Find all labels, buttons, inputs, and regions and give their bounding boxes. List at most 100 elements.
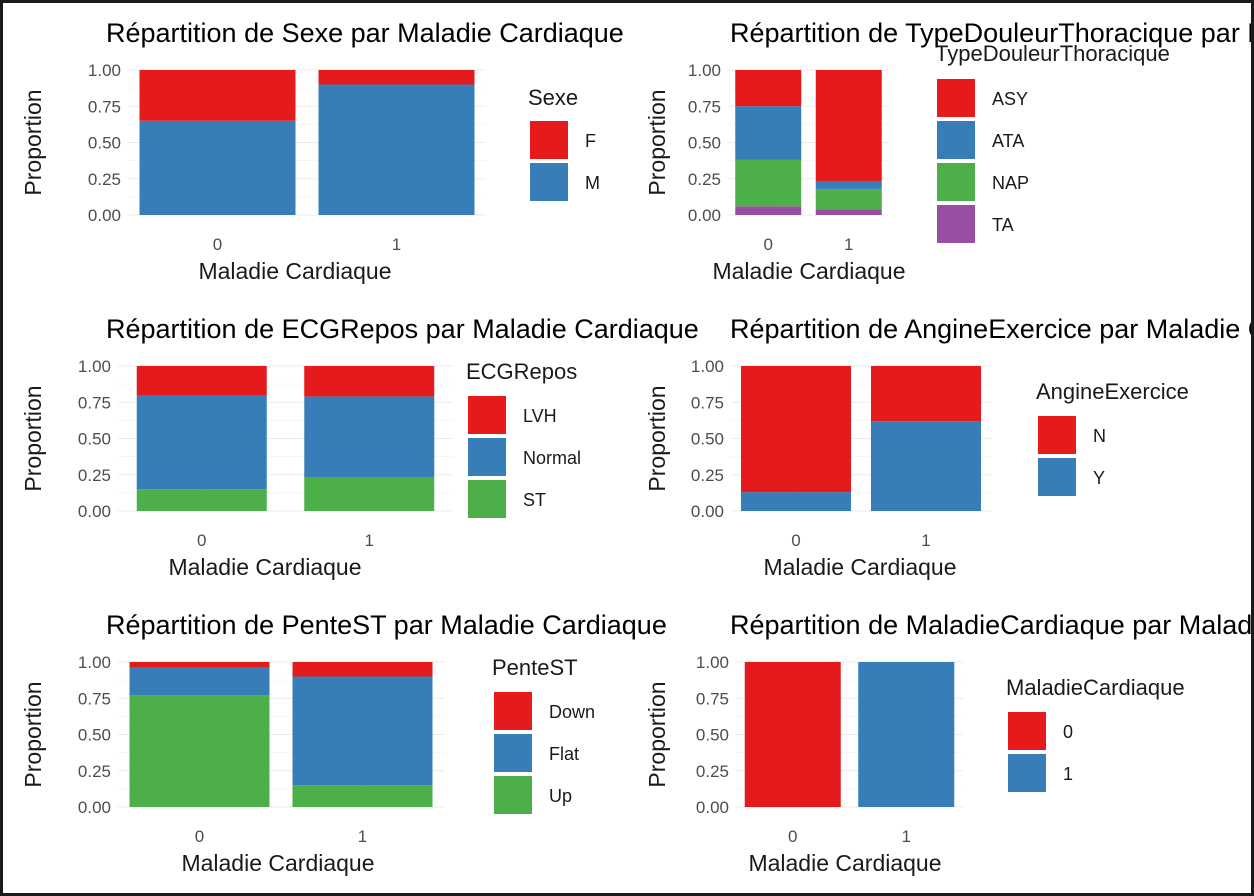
legend-title: ECGRepos <box>466 359 577 384</box>
chart-title: Répartition de AngineExercice par Maladi… <box>730 314 1251 344</box>
x-tick-label: 0 <box>791 531 800 550</box>
y-tick-label: 0.75 <box>78 393 111 412</box>
legend-label: Normal <box>523 448 581 468</box>
y-tick-label: 1.00 <box>688 61 721 80</box>
y-tick-label: 0.75 <box>691 393 724 412</box>
legend-key <box>1038 458 1076 496</box>
y-tick-label: 1.00 <box>691 357 724 376</box>
legend-label: LVH <box>523 406 557 426</box>
bar-Y-0 <box>741 492 851 511</box>
legend-key <box>468 480 506 518</box>
y-tick-label: 0.25 <box>78 466 111 485</box>
legend-label: TA <box>992 215 1014 235</box>
y-tick-label: 0.00 <box>78 502 111 521</box>
legend-key <box>468 438 506 476</box>
y-tick-label: 0.00 <box>691 502 724 521</box>
legend-title: Sexe <box>528 85 578 110</box>
bar-Normal-0 <box>136 395 267 490</box>
bar-Up-1 <box>292 785 433 807</box>
bar-Flat-0 <box>129 667 270 696</box>
y-tick-label: 0.00 <box>696 798 729 817</box>
y-tick-label: 0.50 <box>78 430 111 449</box>
x-tick-label: 0 <box>195 827 204 846</box>
x-axis-label: Maladie Cardiaque <box>198 258 391 284</box>
bar-ASY-1 <box>815 70 882 182</box>
chart-panel-4: 0.00 0.25 0.50 0.75 1.00 0 1 Maladie Cardiaque P… <box>644 357 1189 580</box>
bar-Flat-1 <box>292 676 433 786</box>
legend-title: PenteST <box>492 655 578 680</box>
x-axis-label: Maladie Cardiaque <box>748 850 941 876</box>
chart-panel-6: 0.00 0.25 0.50 0.75 1.00 0 1 Maladie Cardiaque P… <box>644 653 1185 876</box>
legend-key <box>530 121 568 159</box>
bar-F-0 <box>139 70 296 121</box>
y-tick-label: 0.75 <box>78 689 111 708</box>
bar-NAP-1 <box>815 188 882 210</box>
y-tick-label: 0.00 <box>688 206 721 225</box>
legend-key <box>530 163 568 201</box>
bar-ATA-0 <box>735 106 802 160</box>
x-tick-label: 1 <box>392 235 401 254</box>
legend-label: ATA <box>992 131 1024 151</box>
legend-key <box>937 121 975 159</box>
bar-M-0 <box>139 120 296 215</box>
y-tick-label: 0.75 <box>696 689 729 708</box>
legend: PenteST Down Flat Up <box>492 655 595 814</box>
x-tick-label: 1 <box>365 531 374 550</box>
bar-LVH-1 <box>304 366 435 397</box>
y-tick-label: 0.50 <box>688 134 721 153</box>
bar-Up-0 <box>129 695 270 807</box>
bar-Y-1 <box>871 421 981 511</box>
y-tick-label: 0.25 <box>78 762 111 781</box>
y-tick-label: 0.50 <box>78 726 111 745</box>
x-tick-label: 1 <box>844 235 853 254</box>
legend-label: ASY <box>992 89 1028 109</box>
bar-N-0 <box>741 366 851 493</box>
legend: AngineExercice N Y <box>1036 379 1189 496</box>
bar-M-1 <box>318 84 475 215</box>
legend: ECGRepos LVH Normal ST <box>466 359 581 518</box>
bar-0-0 <box>744 662 841 807</box>
titles: Répartition de Sexe par Maladie Cardiaqu… <box>106 18 1251 640</box>
x-tick-label: 0 <box>764 235 773 254</box>
x-tick-label: 1 <box>902 827 911 846</box>
bar-ASY-0 <box>735 70 802 107</box>
legend-label: F <box>585 131 596 151</box>
bar-ST-0 <box>136 489 267 511</box>
legend-key <box>494 692 532 730</box>
legend-key <box>494 734 532 772</box>
chart-title: Répartition de TypeDouleurThoracique par… <box>730 18 1251 48</box>
bar-ST-1 <box>304 477 435 511</box>
chart-panel-2: 0.00 0.25 0.50 0.75 1.00 0 1 Maladie Cardiaque P… <box>644 41 1170 284</box>
bar-TA-1 <box>815 209 882 215</box>
legend-label: N <box>1093 426 1106 446</box>
y-axis-label: Proportion <box>20 681 46 787</box>
y-tick-label: 0.75 <box>688 97 721 116</box>
chart-title: Répartition de PenteST par Maladie Cardi… <box>106 610 667 640</box>
y-axis-label: Proportion <box>644 89 670 195</box>
bar-1-1 <box>858 662 955 807</box>
y-axis-label: Proportion <box>20 89 46 195</box>
legend-key <box>937 79 975 117</box>
y-tick-label: 0.00 <box>78 798 111 817</box>
y-tick-label: 1.00 <box>78 357 111 376</box>
bar-ATA-1 <box>815 181 882 189</box>
x-tick-label: 0 <box>213 235 222 254</box>
legend-label: M <box>585 173 600 193</box>
y-axis-label: Proportion <box>644 681 670 787</box>
chart-panel-5: 0.00 0.25 0.50 0.75 1.00 0 1 Maladie Cardiaque P… <box>20 653 595 876</box>
bar-F-1 <box>318 70 475 85</box>
legend-title: MaladieCardiaque <box>1006 675 1185 700</box>
chart-title: Répartition de Sexe par Maladie Cardiaqu… <box>106 18 624 48</box>
x-tick-label: 1 <box>358 827 367 846</box>
chart-grid: 0.00 0.25 0.50 0.75 1.00 0 1 Maladie Cardiaque P… <box>3 3 1251 893</box>
y-tick-label: 0.00 <box>88 206 121 225</box>
x-tick-label: 1 <box>921 531 930 550</box>
y-tick-label: 1.00 <box>78 653 111 672</box>
legend: TypeDouleurThoracique ASY ATA NAP TA <box>935 41 1170 243</box>
bar-TA-0 <box>735 206 802 215</box>
x-tick-label: 0 <box>197 531 206 550</box>
y-tick-label: 0.25 <box>691 466 724 485</box>
y-tick-label: 1.00 <box>88 61 121 80</box>
bar-Down-0 <box>129 662 270 668</box>
